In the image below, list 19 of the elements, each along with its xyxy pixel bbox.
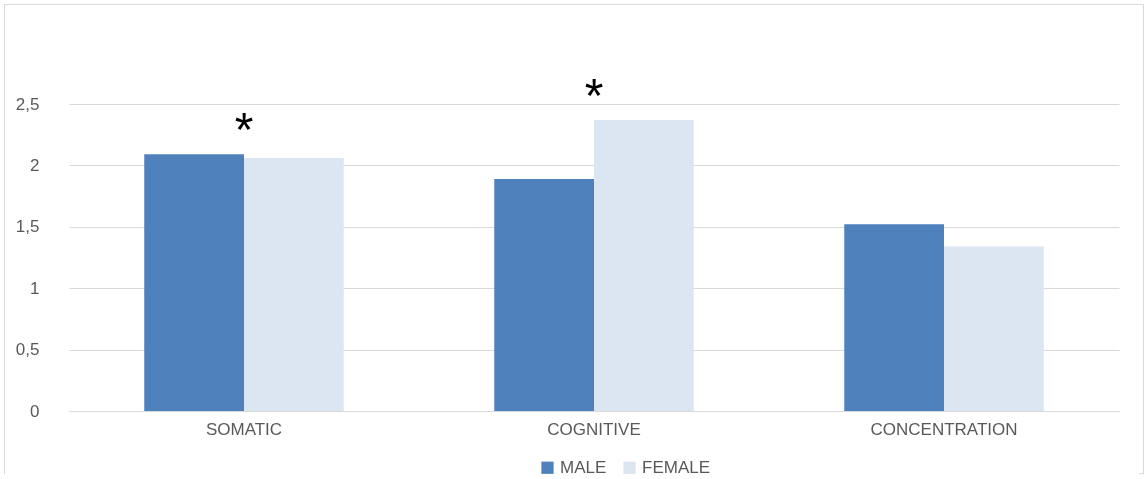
legend-label: FEMALE [642,457,711,477]
x-tick-label: CONCENTRATION [870,419,1018,439]
annotation: * [584,68,604,122]
y-tick-label: 2 [30,155,40,175]
y-tick-label: 0 [30,401,40,421]
y-tick-label: 1,5 [15,217,40,237]
bar [844,224,944,411]
y-tick-label: 0,5 [15,340,40,360]
bar [944,246,1044,411]
bar [244,158,344,411]
y-tick-label: 1 [30,278,40,298]
x-tick-label: SOMATIC [205,419,283,439]
annotation: * [234,103,254,157]
x-tick-label: COGNITIVE [547,419,641,439]
bar [594,119,694,411]
y-tick-label: 2,5 [15,94,40,114]
legend-label: MALE [560,457,607,477]
bar [494,178,594,411]
bar [144,154,244,411]
